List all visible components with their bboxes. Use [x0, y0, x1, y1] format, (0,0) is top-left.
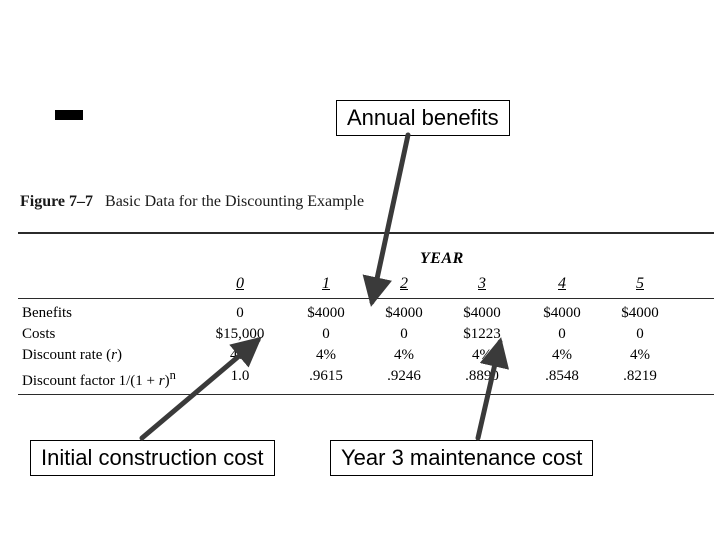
cell-discount_rate-2: 4% [368, 347, 440, 364]
callout-year3-cost: Year 3 maintenance cost [330, 440, 593, 476]
cell-discount_rate-4: 4% [526, 347, 598, 364]
row-label-discount-factor: Discount factor 1/(1 + r)n [22, 368, 176, 390]
col-head-2: 2 [374, 275, 434, 293]
row-label-costs: Costs [22, 326, 55, 343]
col-head-5: 5 [610, 275, 670, 293]
cell-costs-1: 0 [290, 326, 362, 343]
table-rule-top [18, 232, 714, 234]
cell-benefits-3: $4000 [446, 305, 518, 322]
cell-discount_rate-3: 4% [446, 347, 518, 364]
cell-discount_factor-0: 1.0 [204, 368, 276, 385]
row-label-benefits: Benefits [22, 305, 72, 322]
col-head-1: 1 [296, 275, 356, 293]
callout-year3-cost-text: Year 3 maintenance cost [341, 445, 582, 470]
callout-initial-cost-text: Initial construction cost [41, 445, 264, 470]
cell-discount_factor-5: .8219 [604, 368, 676, 385]
cell-benefits-4: $4000 [526, 305, 598, 322]
col-head-3: 3 [452, 275, 512, 293]
callout-annual-benefits-text: Annual benefits [347, 105, 499, 130]
cell-costs-4: 0 [526, 326, 598, 343]
cell-discount_factor-1: .9615 [290, 368, 362, 385]
figure-caption-title: Basic Data for the Discounting Example [105, 193, 364, 210]
cell-costs-3: $1223 [446, 326, 518, 343]
decorative-dash [55, 110, 83, 120]
cell-costs-0: $15,000 [204, 326, 276, 343]
cell-costs-5: 0 [604, 326, 676, 343]
table-rule-bottom [18, 394, 714, 395]
cell-costs-2: 0 [368, 326, 440, 343]
col-head-0: 0 [210, 275, 270, 293]
cell-benefits-2: $4000 [368, 305, 440, 322]
cell-benefits-5: $4000 [604, 305, 676, 322]
figure-caption: Figure 7–7 Basic Data for the Discountin… [20, 193, 364, 211]
callout-annual-benefits: Annual benefits [336, 100, 510, 136]
cell-discount_factor-4: .8548 [526, 368, 598, 385]
cell-discount_rate-1: 4% [290, 347, 362, 364]
table-rule-mid [18, 298, 714, 299]
slide-root: Annual benefits Initial construction cos… [0, 0, 720, 540]
cell-discount_rate-5: 4% [604, 347, 676, 364]
col-head-4: 4 [532, 275, 592, 293]
cell-discount_factor-2: .9246 [368, 368, 440, 385]
figure-caption-label: Figure 7–7 [20, 193, 93, 210]
cell-benefits-1: $4000 [290, 305, 362, 322]
callout-initial-cost: Initial construction cost [30, 440, 275, 476]
table-year-header: YEAR [420, 250, 464, 268]
cell-discount_factor-3: .8890 [446, 368, 518, 385]
cell-discount_rate-0: 4% [204, 347, 276, 364]
row-label-discount-rate: Discount rate (r) [22, 347, 122, 364]
cell-benefits-0: 0 [204, 305, 276, 322]
